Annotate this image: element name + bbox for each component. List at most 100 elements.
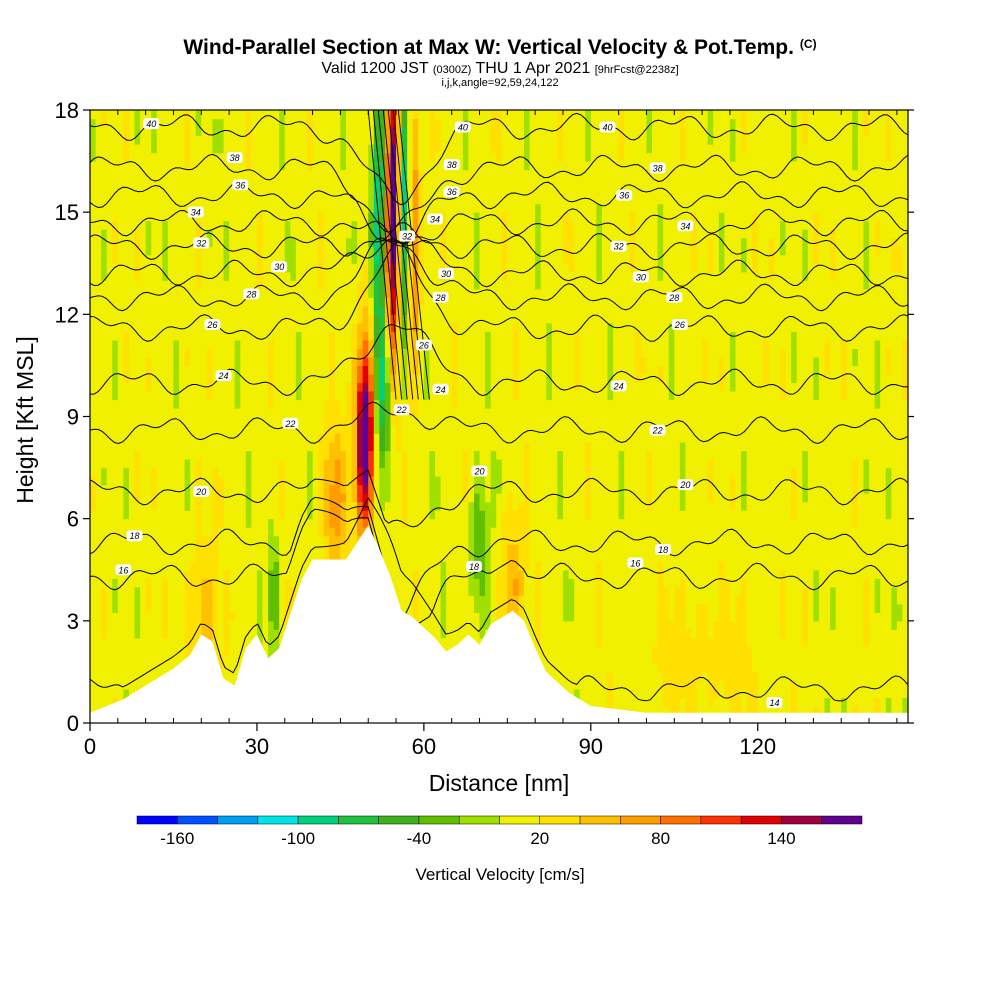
velocity-cell <box>223 212 230 222</box>
velocity-cell <box>245 322 252 332</box>
velocity-cell <box>268 518 275 528</box>
velocity-cell <box>128 186 136 196</box>
velocity-cell <box>446 484 453 494</box>
velocity-cell <box>345 527 353 537</box>
velocity-cell <box>206 493 214 503</box>
velocity-cell <box>245 493 252 503</box>
velocity-cell <box>190 110 197 120</box>
velocity-cell <box>435 518 442 528</box>
velocity-cell <box>357 195 364 205</box>
velocity-cell <box>201 322 208 332</box>
velocity-cell <box>362 161 369 171</box>
velocity-cell <box>390 569 397 579</box>
velocity-cell <box>240 314 247 324</box>
velocity-cell <box>190 629 197 639</box>
velocity-cell <box>112 654 119 664</box>
velocity-cell <box>256 348 264 358</box>
velocity-cell <box>323 110 330 120</box>
velocity-cell <box>357 484 364 494</box>
velocity-cell <box>329 314 336 324</box>
velocity-cell <box>268 442 275 452</box>
velocity-cell <box>234 203 241 213</box>
velocity-cell <box>101 450 108 460</box>
velocity-cell <box>340 433 347 443</box>
velocity-cell <box>284 407 291 418</box>
velocity-cell <box>90 459 97 469</box>
velocity-cell <box>390 246 397 256</box>
velocity-cell <box>256 339 264 349</box>
velocity-cell <box>151 220 158 230</box>
velocity-cell <box>112 365 119 375</box>
velocity-cell <box>95 416 102 426</box>
velocity-cell <box>435 510 442 520</box>
velocity-cell <box>435 390 442 401</box>
velocity-cell <box>206 271 214 281</box>
velocity-cell <box>279 178 286 188</box>
velocity-cell <box>106 612 113 622</box>
velocity-cell <box>195 322 202 332</box>
velocity-cell <box>106 646 113 656</box>
velocity-cell <box>379 314 386 324</box>
velocity-cell <box>101 467 108 477</box>
velocity-cell <box>140 544 147 554</box>
velocity-cell <box>123 612 130 622</box>
velocity-cell <box>462 169 469 179</box>
velocity-cell <box>329 467 336 477</box>
velocity-cell <box>362 348 369 358</box>
velocity-cell <box>429 195 436 205</box>
velocity-cell <box>179 467 186 477</box>
velocity-cell <box>256 586 264 596</box>
velocity-cell <box>435 467 442 477</box>
velocity-cell <box>457 186 464 196</box>
velocity-cell <box>357 382 364 392</box>
velocity-cell <box>329 382 336 392</box>
velocity-cell <box>301 314 308 324</box>
velocity-cell <box>112 229 119 239</box>
velocity-cell <box>128 339 136 349</box>
velocity-cell <box>245 314 252 324</box>
velocity-cell <box>145 578 152 588</box>
velocity-cell <box>462 314 469 324</box>
velocity-cell <box>273 373 280 384</box>
velocity-cell <box>268 450 275 460</box>
velocity-cell <box>451 305 458 315</box>
velocity-cell <box>462 510 469 520</box>
velocity-cell <box>173 314 180 324</box>
velocity-cell <box>368 263 375 273</box>
velocity-cell <box>184 399 191 409</box>
velocity-cell <box>134 169 141 179</box>
velocity-cell <box>451 382 458 392</box>
velocity-cell <box>145 654 152 664</box>
velocity-cell <box>279 552 286 562</box>
velocity-cell <box>457 314 464 324</box>
velocity-cell <box>295 348 303 358</box>
velocity-cell <box>301 297 308 307</box>
velocity-cell <box>373 135 380 145</box>
velocity-cell <box>301 399 308 409</box>
velocity-cell <box>268 620 275 630</box>
velocity-cell <box>173 399 180 409</box>
velocity-cell <box>307 110 314 120</box>
velocity-cell <box>262 390 269 401</box>
velocity-cell <box>329 169 336 179</box>
velocity-cell <box>401 382 408 392</box>
velocity-cell <box>112 688 119 699</box>
velocity-cell <box>90 493 97 503</box>
velocity-cell <box>273 493 280 503</box>
velocity-cell <box>90 535 97 545</box>
velocity-cell <box>123 646 130 656</box>
velocity-cell <box>179 425 186 435</box>
velocity-cell <box>240 603 247 613</box>
velocity-cell <box>451 220 458 230</box>
velocity-cell <box>212 195 219 205</box>
velocity-cell <box>401 544 408 554</box>
velocity-cell <box>201 459 208 469</box>
velocity-cell <box>451 399 458 409</box>
velocity-cell <box>396 118 403 128</box>
velocity-cell <box>440 484 447 494</box>
velocity-cell <box>134 637 141 647</box>
velocity-cell <box>440 229 447 239</box>
velocity-cell <box>251 620 258 630</box>
velocity-cell <box>184 527 191 537</box>
